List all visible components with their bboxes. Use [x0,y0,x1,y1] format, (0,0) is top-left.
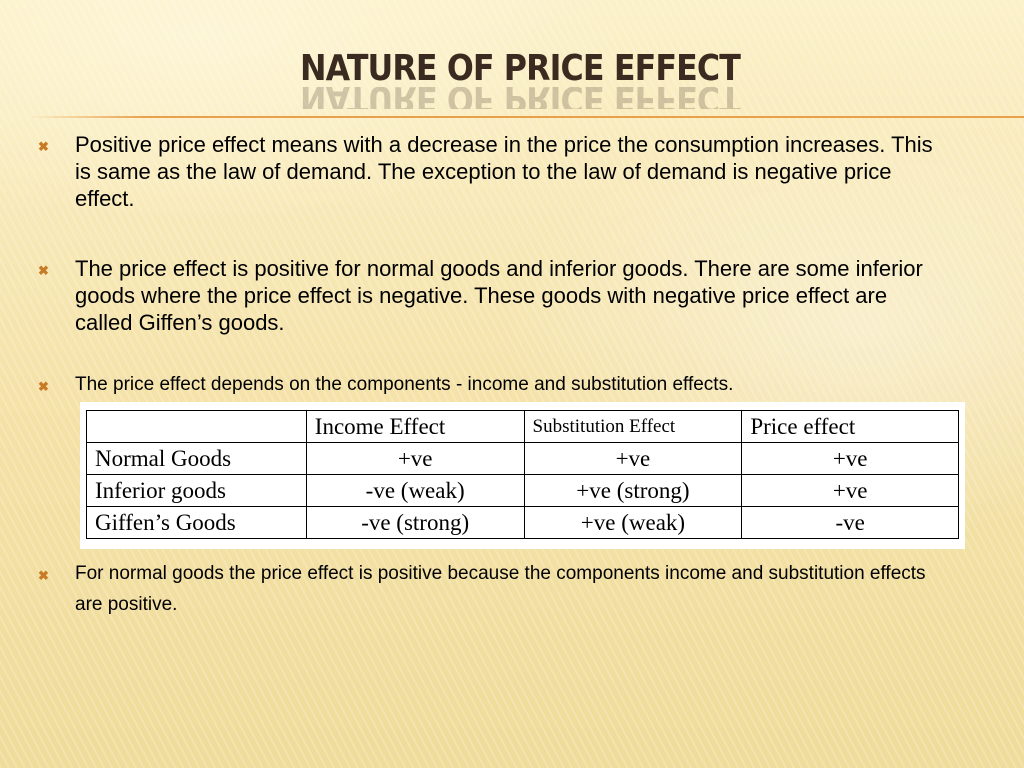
x-mark-icon: ✖ [38,568,49,583]
bullet-item: ✖ The price effect depends on the compon… [38,373,938,397]
table-cell: +ve [741,442,959,475]
slide-title: NATURE OF PRICE EFFECT [300,48,741,89]
table-cell: -ve (strong) [305,506,525,539]
effects-table-container: Income Effect Substitution Effect Price … [80,402,965,549]
table-cell: -ve [741,506,959,539]
table-header-cell: Price effect [741,410,959,443]
x-mark-icon: ✖ [38,263,49,278]
table-header-cell: Substitution Effect [523,410,743,443]
bullet-text: Positive price effect means with a decre… [75,132,933,211]
bullet-text: For normal goods the price effect is pos… [75,563,926,615]
bullet-text: The price effect is positive for normal … [75,256,923,335]
table-cell: -ve (weak) [305,474,525,507]
table-cell: +ve (weak) [523,506,743,539]
table-cell: +ve [741,474,959,507]
table-cell: +ve (strong) [523,474,743,507]
table-row: Normal Goods +ve +ve +ve [86,442,959,475]
table-cell: +ve [305,442,525,475]
title-divider [28,116,1024,118]
table-row: Giffen’s Goods -ve (strong) +ve (weak) -… [86,506,959,539]
table-row-label: Giffen’s Goods [86,506,307,539]
bullet-item: ✖ Positive price effect means with a dec… [38,131,938,212]
bullet-item: ✖ For normal goods the price effect is p… [38,558,938,620]
table-header-cell: Income Effect [305,410,525,443]
table-header-cell [86,410,307,443]
table-cell: +ve [523,442,743,475]
x-mark-icon: ✖ [38,139,49,154]
bullet-text: The price effect depends on the componen… [75,374,734,395]
slide-title-reflection: NATURE OF PRICE EFFECT [300,87,740,109]
bullet-item: ✖ The price effect is positive for norma… [38,255,938,336]
table-row-label: Inferior goods [86,474,307,507]
effects-table: Income Effect Substitution Effect Price … [86,410,959,539]
table-header-row: Income Effect Substitution Effect Price … [86,410,959,443]
x-mark-icon: ✖ [38,379,49,394]
table-row-label: Normal Goods [86,442,307,475]
table-row: Inferior goods -ve (weak) +ve (strong) +… [86,474,959,507]
